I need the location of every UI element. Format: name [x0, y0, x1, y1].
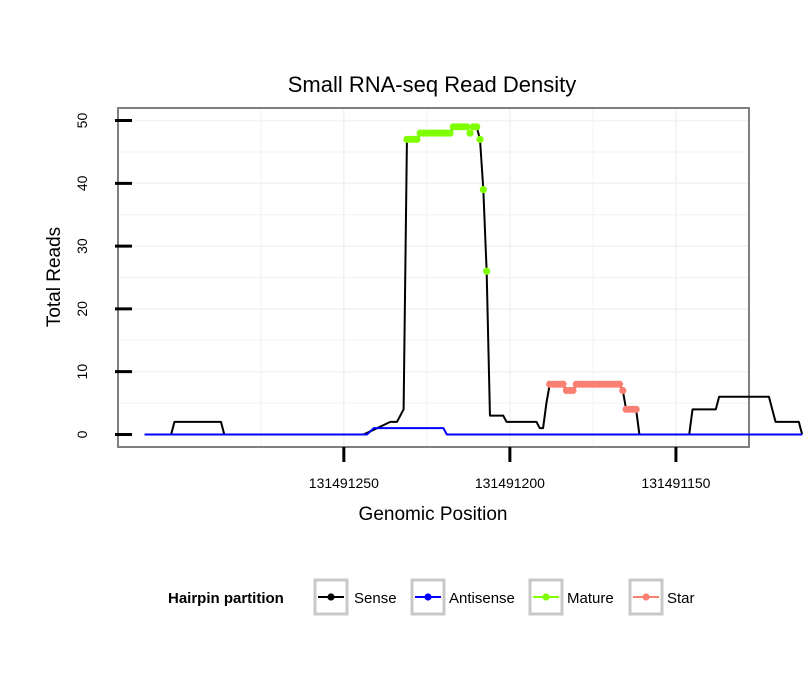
- legend-label-mature: Mature: [567, 590, 614, 607]
- mature-point: [473, 123, 481, 131]
- legend-key-point: [424, 593, 432, 601]
- legend-key-point: [327, 593, 335, 601]
- legend-label-antisense: Antisense: [449, 590, 515, 607]
- grid: [118, 108, 749, 447]
- star-point: [615, 380, 624, 388]
- series-line-antisense: [144, 427, 803, 436]
- x-axis-title: Genomic Position: [359, 504, 508, 525]
- legend: Hairpin partition Sense Antisense Mature St…: [168, 578, 695, 616]
- x-tick-label: 131491250: [309, 475, 379, 491]
- y-tick-label: 50: [74, 113, 90, 129]
- y-tick-label: 10: [74, 364, 90, 380]
- star-point: [569, 386, 577, 395]
- series-line-sense: [144, 125, 804, 436]
- mature-point: [479, 186, 487, 194]
- legend-title: Hairpin partition: [168, 590, 284, 607]
- x-tick-label: 131491200: [475, 475, 545, 491]
- mature-point: [476, 135, 484, 143]
- mature-point: [413, 135, 421, 143]
- x-tick-label: 131491150: [641, 475, 710, 491]
- axes: 131491250 131491200 131491150 0 10 20 30 40 50: [74, 113, 711, 491]
- legend-key-point: [642, 593, 650, 601]
- y-tick-label: 20: [74, 301, 90, 317]
- star-point: [632, 405, 640, 413]
- legend-key-point: [542, 593, 550, 601]
- legend-label-star: Star: [667, 590, 695, 607]
- star-point: [559, 380, 567, 388]
- y-tick-label: 0: [74, 430, 90, 438]
- legend-label-sense: Sense: [354, 590, 397, 607]
- plot-border: [117, 107, 750, 448]
- chart-title: Small RNA-seq Read Density: [288, 72, 577, 97]
- y-tick-label: 40: [74, 175, 90, 191]
- mature-point: [483, 267, 491, 275]
- series-layer: [144, 123, 804, 436]
- y-tick-label: 30: [74, 238, 90, 254]
- y-axis-title: Total Reads: [44, 227, 65, 327]
- mature-point: [463, 123, 471, 131]
- mature-point: [466, 129, 474, 137]
- mature-point: [446, 129, 454, 137]
- star-point: [619, 386, 627, 395]
